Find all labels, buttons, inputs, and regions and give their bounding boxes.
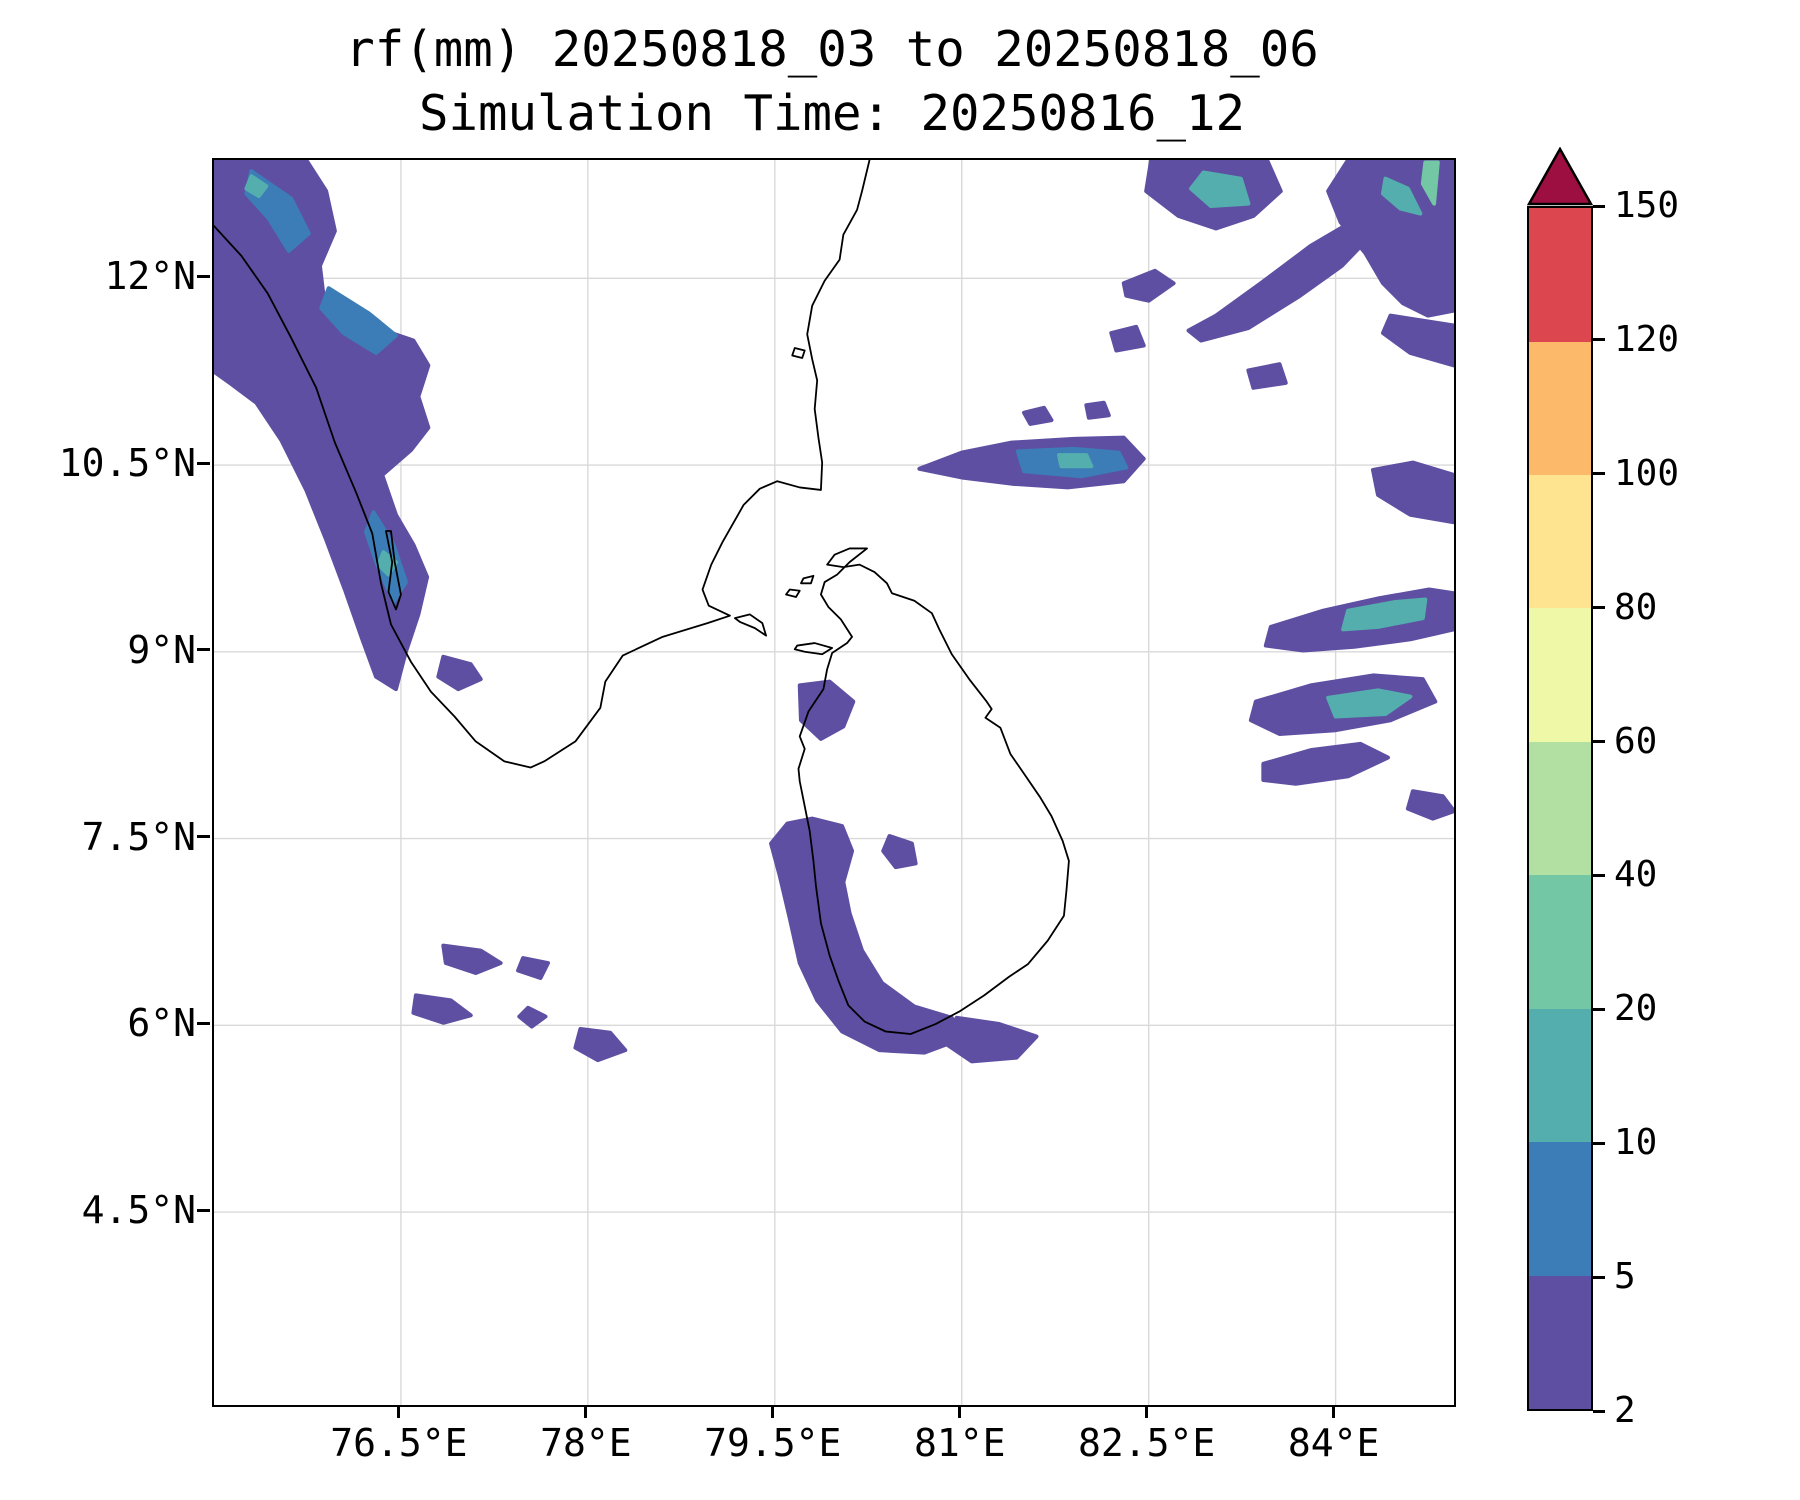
rain-patch-ocean-dot-1 bbox=[443, 946, 500, 973]
rain-patch-bb-streak-2-teal bbox=[1328, 690, 1410, 716]
rameswaram-island bbox=[735, 614, 766, 635]
y-tick-mark bbox=[197, 461, 210, 465]
rain-patch-bb-ne-corner-mass bbox=[1328, 160, 1454, 316]
rain-patch-kerala-teal-speck-north bbox=[246, 176, 266, 196]
y-tick-mark bbox=[197, 835, 210, 839]
x-tick-label: 81°E bbox=[913, 1421, 1006, 1465]
rain-patch-bb-speck-right-low bbox=[1408, 791, 1454, 818]
y-tick-label: 12°N bbox=[104, 254, 196, 299]
colorbar-tick-label: 2 bbox=[1614, 1390, 1636, 1431]
colorbar-tick-mark bbox=[1593, 873, 1605, 877]
x-tick-mark bbox=[397, 1405, 401, 1418]
y-tick-label: 10.5°N bbox=[58, 441, 196, 486]
x-tick-label: 76.5°E bbox=[330, 1421, 468, 1465]
y-tick-mark bbox=[197, 1208, 210, 1212]
colorbar-tick-mark bbox=[1593, 1141, 1605, 1145]
india-coastline bbox=[214, 160, 870, 768]
colorbar-segment-40-60 bbox=[1529, 741, 1591, 876]
colorbar-tick-mark bbox=[1593, 1007, 1605, 1011]
sri-lanka-coastline bbox=[798, 548, 1068, 1034]
x-tick-mark bbox=[1332, 1405, 1336, 1418]
y-tick-mark bbox=[197, 274, 210, 278]
colorbar-tick-label: 100 bbox=[1614, 452, 1680, 494]
title-line-2: Simulation Time: 20250816_12 bbox=[418, 85, 1245, 142]
x-tick-mark bbox=[1145, 1405, 1149, 1418]
x-tick-label: 78°E bbox=[540, 1421, 632, 1465]
title-line-1: rf(mm) 20250818_03 to 20250818_06 bbox=[345, 21, 1319, 78]
colorbar-tick-mark bbox=[1593, 1275, 1605, 1279]
colorbar-tick-mark bbox=[1593, 1409, 1605, 1413]
rain-patch-ocean-dot-2 bbox=[413, 995, 470, 1022]
colorbar-tick-mark bbox=[1593, 740, 1605, 744]
rain-patch-lanka-north-patch bbox=[800, 682, 854, 739]
rain-patch-bb-top-blob-teal bbox=[1191, 172, 1248, 206]
colorbar-tick-label: 10 bbox=[1614, 1122, 1658, 1164]
x-tick-label: 82.5°E bbox=[1078, 1421, 1216, 1465]
colorbar-segment-5-10 bbox=[1529, 1142, 1591, 1276]
x-tick-mark bbox=[771, 1405, 775, 1418]
y-tick-mark bbox=[197, 1021, 210, 1025]
y-tick-label: 4.5°N bbox=[81, 1188, 196, 1233]
rain-patch-ocean-dot-3 bbox=[518, 958, 548, 978]
y-tick-label: 6°N bbox=[127, 1001, 196, 1046]
colorbar-tick-mark bbox=[1593, 204, 1605, 208]
rain-patch-bb-mid-speck-b bbox=[1086, 403, 1108, 418]
colorbar-segment-100-120 bbox=[1529, 341, 1591, 475]
rain-patch-bb-right-blob bbox=[1373, 463, 1454, 523]
rain-patch-lanka-west-band bbox=[771, 819, 964, 1053]
colorbar-tick-label: 120 bbox=[1614, 318, 1680, 360]
rain-patch-bb-streak-1-teal bbox=[1343, 599, 1425, 629]
x-tick-label: 84°E bbox=[1287, 1421, 1380, 1465]
veeranam-lake bbox=[792, 348, 804, 358]
rain-patch-bb-speck-2 bbox=[1111, 327, 1143, 351]
colorbar-tick-label: 20 bbox=[1614, 988, 1658, 1030]
figure-title: rf(mm) 20250818_03 to 20250818_06 Simula… bbox=[212, 18, 1452, 146]
colorbar-tick-label: 5 bbox=[1614, 1256, 1636, 1298]
rain-patch-bb-diagonal-streak bbox=[1189, 221, 1373, 341]
rain-patch-kerala-core-mid bbox=[321, 288, 396, 353]
colorbar bbox=[1527, 206, 1593, 1411]
y-tick-label: 9°N bbox=[127, 627, 196, 672]
colorbar-tick-label: 40 bbox=[1614, 854, 1658, 896]
colorbar-segment-2-5 bbox=[1529, 1275, 1591, 1409]
colorbar-segment-120-150 bbox=[1529, 208, 1591, 342]
colorbar-tick-mark bbox=[1593, 472, 1605, 476]
mannar-island bbox=[795, 643, 832, 654]
jaffna-islet bbox=[801, 576, 813, 583]
colorbar-tick-mark bbox=[1593, 338, 1605, 342]
rain-patch-bb-speck-3 bbox=[1248, 364, 1285, 388]
rain-patch-palk-band-teal bbox=[1059, 455, 1091, 466]
rain-patch-lanka-inland-blob bbox=[883, 836, 915, 867]
colorbar-tick-mark bbox=[1593, 606, 1605, 610]
x-tick-label: 79.5°E bbox=[704, 1421, 842, 1465]
rain-patch-ocean-dot-4 bbox=[575, 1029, 625, 1060]
rain-patch-bb-speck-1 bbox=[1124, 271, 1174, 301]
colorbar-tick-label: 60 bbox=[1614, 720, 1658, 762]
rain-patch-bb-ne-teal-core bbox=[1383, 179, 1420, 214]
colorbar-segment-10-20 bbox=[1529, 1008, 1591, 1143]
colorbar-segment-20-40 bbox=[1529, 875, 1591, 1009]
x-tick-mark bbox=[958, 1405, 962, 1418]
colorbar-segment-60-80 bbox=[1529, 608, 1591, 742]
rain-patch-lanka-se-patch bbox=[944, 1018, 1036, 1062]
y-tick-label: 7.5°N bbox=[81, 814, 196, 859]
rain-patch-bb-right-mid bbox=[1383, 316, 1454, 366]
rain-patch-bb-ne-green-sliver bbox=[1423, 162, 1438, 203]
rain-patch-bb-streak-3 bbox=[1263, 744, 1388, 784]
delft-island bbox=[786, 590, 800, 597]
rain-patch-kerala-south-blob bbox=[438, 657, 480, 689]
map-plot-area bbox=[212, 158, 1456, 1407]
vembanad-lake bbox=[386, 531, 401, 609]
map-canvas bbox=[214, 160, 1454, 1405]
colorbar-segment-80-100 bbox=[1529, 474, 1591, 609]
colorbar-tick-label: 80 bbox=[1614, 586, 1658, 628]
rain-patch-bb-mid-speck-a bbox=[1024, 408, 1051, 424]
colorbar-tick-label: 150 bbox=[1614, 185, 1680, 226]
colorbar-over-arrow bbox=[1527, 147, 1593, 206]
rain-patch-ocean-dot-5 bbox=[519, 1008, 545, 1027]
y-tick-mark bbox=[197, 648, 210, 652]
x-tick-mark bbox=[584, 1405, 588, 1418]
